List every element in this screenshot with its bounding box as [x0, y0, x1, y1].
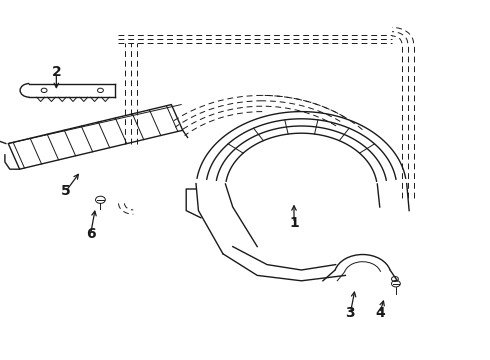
- Text: 4: 4: [375, 306, 385, 320]
- Text: 3: 3: [345, 306, 355, 320]
- Text: 1: 1: [289, 216, 299, 230]
- Text: 6: 6: [86, 227, 96, 241]
- Text: 5: 5: [61, 184, 71, 198]
- Text: 2: 2: [51, 65, 61, 79]
